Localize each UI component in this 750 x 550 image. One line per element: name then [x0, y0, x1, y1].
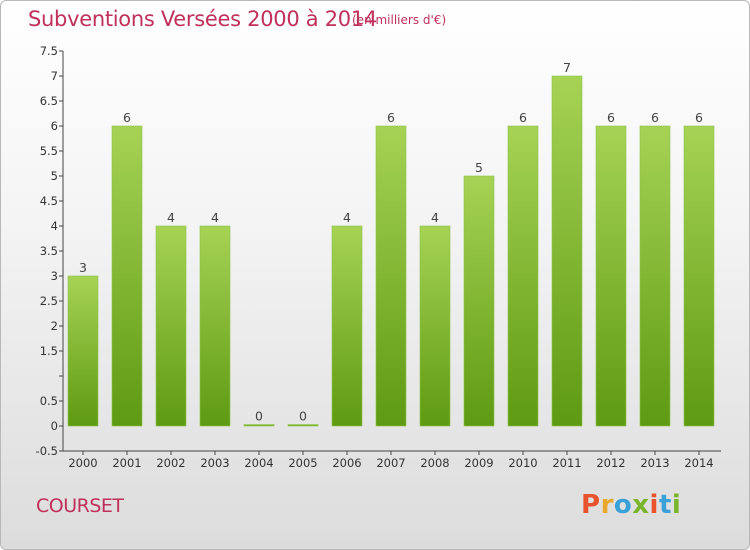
data-label-2009: 5 [475, 160, 483, 175]
y-tick-label: 7 [51, 69, 58, 83]
data-label-2014: 6 [695, 110, 703, 125]
logo-letter: t [658, 490, 672, 520]
x-tick-label: 2006 [332, 456, 361, 470]
axes: -0.5 0 0.5 1.5 2 2.5 3 3.5 4 4.5 5 5.5 6 6.5 7 7.5 2000 2… [36, 44, 721, 470]
x-tick-label: 2001 [112, 456, 141, 470]
chart-unit: (en milliers d'€) [352, 13, 447, 27]
bar-2013 [639, 125, 671, 427]
data-label-2004: 0 [255, 409, 263, 424]
x-tick-label: 2005 [288, 456, 317, 470]
y-tick-label: 5.5 [40, 144, 58, 158]
data-label-2013: 6 [651, 110, 659, 125]
y-tick-label: 3.5 [40, 244, 58, 258]
x-tick-label: 2012 [596, 456, 625, 470]
bar-2011 [551, 75, 583, 427]
y-tick-label: 5 [51, 169, 58, 183]
logo-letter: o [613, 490, 633, 520]
data-label-2000: 3 [79, 260, 87, 275]
bar-2004 [243, 424, 275, 427]
commune-name: COURSET [36, 495, 124, 517]
bar-2002 [155, 225, 187, 427]
y-tick-label: 4.5 [40, 194, 58, 208]
logo-letter: x [632, 490, 650, 520]
x-tick-label: 2010 [508, 456, 537, 470]
x-tick-label: 2009 [464, 456, 493, 470]
bar-2000 [67, 275, 99, 427]
y-tick-label: 0 [51, 419, 58, 433]
x-tick-label: 2002 [156, 456, 185, 470]
data-label-2003: 4 [211, 210, 219, 225]
y-tick-label: 3 [51, 269, 58, 283]
data-label-2001: 6 [123, 110, 131, 125]
chart-title: Subventions Versées 2000 à 2014 [28, 7, 377, 31]
bars [67, 75, 715, 427]
data-label-2006: 4 [343, 210, 351, 225]
y-tick-label: 0.5 [40, 394, 58, 408]
data-label-2011: 7 [563, 60, 571, 75]
bar-2001 [111, 125, 143, 427]
data-label-2010: 6 [519, 110, 527, 125]
y-tick-label: 6 [51, 119, 58, 133]
bar-2014 [683, 125, 715, 427]
y-tick-label: -0.5 [36, 444, 58, 458]
y-tick-label: 4 [51, 219, 58, 233]
x-tick-label: 2007 [376, 456, 405, 470]
x-tick-label: 2011 [552, 456, 581, 470]
bar-2006 [331, 225, 363, 427]
x-tick-label: 2014 [684, 456, 713, 470]
logo-letter: i [671, 490, 682, 520]
logo-letter: r [600, 490, 614, 520]
x-tick-label: 2008 [420, 456, 449, 470]
bar-2007 [375, 125, 407, 427]
y-tick-label: 6.5 [40, 94, 58, 108]
y-tick-label: 1.5 [40, 344, 58, 358]
logo-letter: i [649, 490, 659, 520]
data-label-2007: 6 [387, 110, 395, 125]
bar-2012 [595, 125, 627, 427]
bar-2009 [463, 175, 495, 427]
x-tick-label: 2013 [640, 456, 669, 470]
x-tick-label: 2004 [244, 456, 273, 470]
bar-2005 [287, 424, 319, 427]
y-tick-label: 2 [51, 319, 58, 333]
x-tick-label: 2000 [68, 456, 97, 470]
data-label-2005: 0 [299, 409, 307, 424]
data-label-2002: 4 [167, 210, 175, 225]
logo-letter: P [581, 490, 601, 520]
bar-2008 [419, 225, 451, 427]
bar-2003 [199, 225, 231, 427]
data-label-2008: 4 [431, 210, 439, 225]
data-label-2012: 6 [607, 110, 615, 125]
labels: 3 6 4 4 0 0 4 6 4 5 6 7 6 6 6 [79, 60, 703, 424]
proxiti-logo: Proxiti [581, 490, 681, 520]
x-tick-label: 2003 [200, 456, 229, 470]
y-tick-label: 7.5 [40, 44, 58, 58]
y-tick-label: 2.5 [40, 294, 58, 308]
bar-2010 [507, 125, 539, 427]
